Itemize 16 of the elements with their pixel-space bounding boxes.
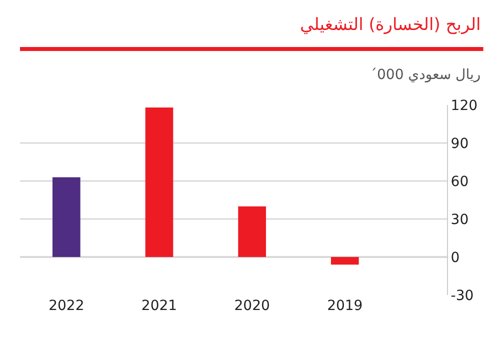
bar — [52, 177, 80, 257]
y-tick-label: 60 — [450, 174, 469, 190]
y-tick-label: 120 — [450, 98, 478, 114]
x-tick-label: 2021 — [141, 298, 178, 314]
chart-title: الربح (الخسارة) التشغيلي — [300, 15, 481, 35]
chart-subtitle: ريال سعودي 000´ — [370, 67, 481, 83]
x-tick-label: 2020 — [234, 298, 270, 314]
y-tick-label: -30 — [450, 288, 474, 304]
y-tick-label: 30 — [450, 212, 469, 228]
y-tick-label: 90 — [450, 136, 469, 152]
x-tick-label: 2019 — [327, 298, 363, 314]
y-tick-label: 0 — [450, 250, 460, 266]
bar — [238, 206, 266, 257]
bar — [330, 257, 359, 265]
x-tick-label: 2022 — [48, 298, 84, 314]
bar — [145, 108, 174, 257]
